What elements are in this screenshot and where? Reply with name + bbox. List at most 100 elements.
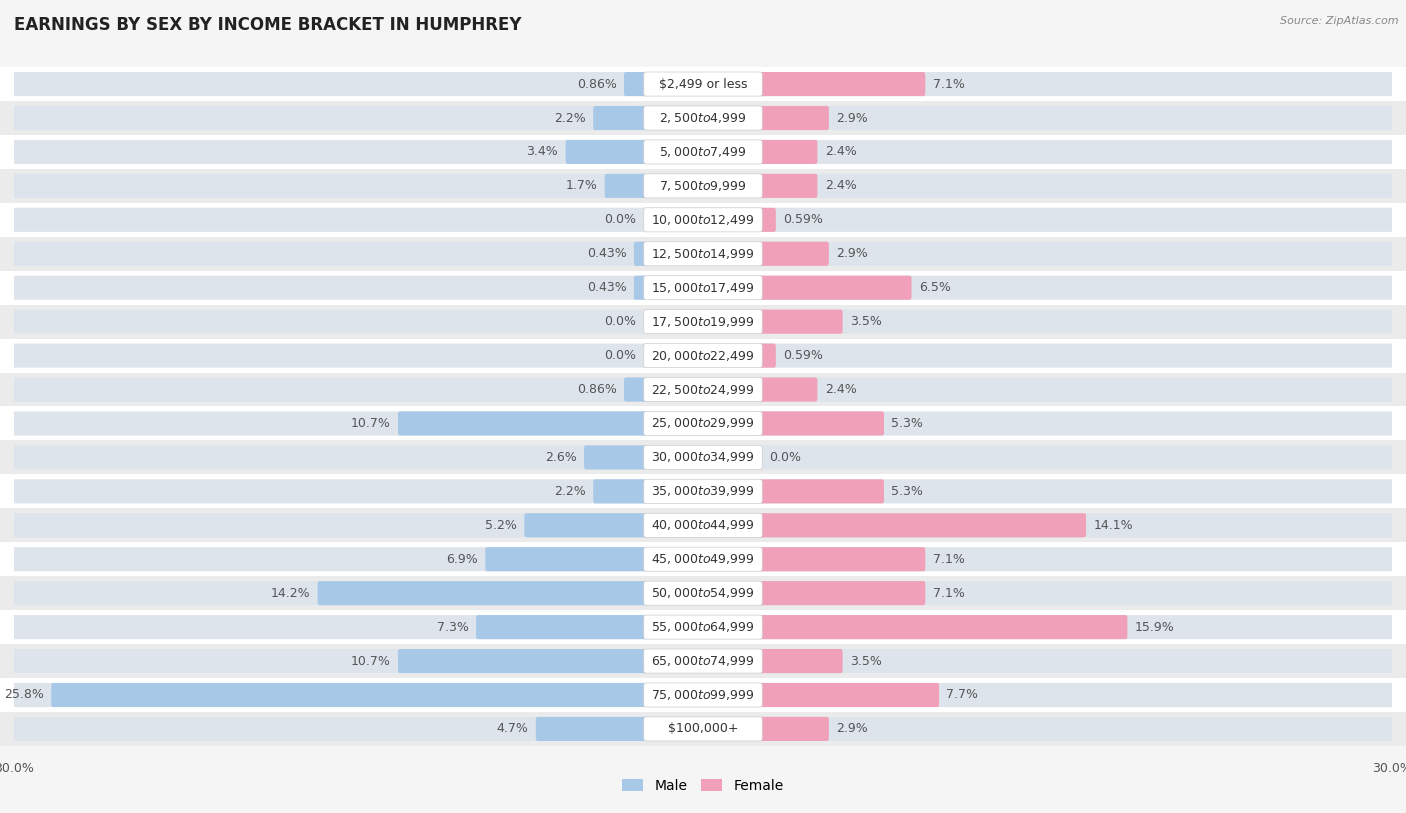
Text: 4.7%: 4.7% [496,723,529,736]
FancyBboxPatch shape [13,310,647,333]
FancyBboxPatch shape [644,547,762,572]
Text: $17,500 to $19,999: $17,500 to $19,999 [651,315,755,328]
FancyBboxPatch shape [759,208,1393,232]
FancyBboxPatch shape [13,106,647,130]
FancyBboxPatch shape [644,683,762,707]
FancyBboxPatch shape [644,446,762,469]
Text: Source: ZipAtlas.com: Source: ZipAtlas.com [1281,16,1399,26]
FancyBboxPatch shape [644,581,762,605]
FancyBboxPatch shape [13,547,647,572]
Text: $30,000 to $34,999: $30,000 to $34,999 [651,450,755,464]
FancyBboxPatch shape [759,310,842,333]
FancyBboxPatch shape [759,615,1128,639]
FancyBboxPatch shape [644,140,762,164]
Text: 10.7%: 10.7% [352,654,391,667]
FancyBboxPatch shape [759,276,1393,300]
FancyBboxPatch shape [759,649,842,673]
FancyBboxPatch shape [13,411,647,436]
FancyBboxPatch shape [759,140,817,164]
Bar [0,135,1406,169]
Text: 5.2%: 5.2% [485,519,517,532]
Bar [0,406,1406,441]
Bar [0,372,1406,406]
Text: 1.7%: 1.7% [565,180,598,193]
FancyBboxPatch shape [759,241,1393,266]
Text: $10,000 to $12,499: $10,000 to $12,499 [651,213,755,227]
FancyBboxPatch shape [759,480,884,503]
FancyBboxPatch shape [13,344,647,367]
FancyBboxPatch shape [759,106,830,130]
FancyBboxPatch shape [398,649,647,673]
Text: 0.0%: 0.0% [605,213,637,226]
FancyBboxPatch shape [759,649,1393,673]
Text: $12,500 to $14,999: $12,500 to $14,999 [651,247,755,261]
Text: 15.9%: 15.9% [1135,620,1174,633]
FancyBboxPatch shape [644,649,762,673]
FancyBboxPatch shape [759,411,1393,436]
FancyBboxPatch shape [398,411,647,436]
FancyBboxPatch shape [13,174,647,198]
FancyBboxPatch shape [644,241,762,266]
FancyBboxPatch shape [13,72,647,96]
FancyBboxPatch shape [759,106,1393,130]
FancyBboxPatch shape [759,581,1393,605]
Text: 0.0%: 0.0% [605,349,637,362]
Bar [0,203,1406,237]
FancyBboxPatch shape [13,208,647,232]
FancyBboxPatch shape [644,106,762,130]
FancyBboxPatch shape [13,140,647,164]
Bar [0,169,1406,203]
Bar [0,542,1406,576]
FancyBboxPatch shape [759,547,925,572]
Text: $7,500 to $9,999: $7,500 to $9,999 [659,179,747,193]
Text: 10.7%: 10.7% [352,417,391,430]
FancyBboxPatch shape [759,480,1393,503]
Text: 0.0%: 0.0% [769,451,801,464]
Text: EARNINGS BY SEX BY INCOME BRACKET IN HUMPHREY: EARNINGS BY SEX BY INCOME BRACKET IN HUM… [14,16,522,34]
Text: $25,000 to $29,999: $25,000 to $29,999 [651,416,755,430]
FancyBboxPatch shape [759,310,1393,333]
FancyBboxPatch shape [759,174,817,198]
Text: $2,499 or less: $2,499 or less [659,77,747,90]
Text: 0.59%: 0.59% [783,349,823,362]
Text: 3.5%: 3.5% [851,654,882,667]
Text: 0.59%: 0.59% [783,213,823,226]
Text: $45,000 to $49,999: $45,000 to $49,999 [651,552,755,566]
FancyBboxPatch shape [565,140,647,164]
Text: 2.4%: 2.4% [825,146,856,159]
FancyBboxPatch shape [644,310,762,333]
Text: 7.3%: 7.3% [437,620,468,633]
FancyBboxPatch shape [644,513,762,537]
FancyBboxPatch shape [644,615,762,639]
Text: $22,500 to $24,999: $22,500 to $24,999 [651,383,755,397]
Bar [0,508,1406,542]
FancyBboxPatch shape [644,72,762,96]
FancyBboxPatch shape [624,72,647,96]
Text: 2.4%: 2.4% [825,383,856,396]
FancyBboxPatch shape [759,717,1393,741]
Text: $50,000 to $54,999: $50,000 to $54,999 [651,586,755,600]
Text: $15,000 to $17,499: $15,000 to $17,499 [651,280,755,294]
Text: $35,000 to $39,999: $35,000 to $39,999 [651,485,755,498]
FancyBboxPatch shape [13,480,647,503]
Text: 6.9%: 6.9% [446,553,478,566]
FancyBboxPatch shape [13,649,647,673]
Text: 7.1%: 7.1% [932,553,965,566]
FancyBboxPatch shape [759,615,1393,639]
Text: 5.3%: 5.3% [891,485,924,498]
Legend: Male, Female: Male, Female [617,773,789,798]
FancyBboxPatch shape [593,106,647,130]
Text: $2,500 to $4,999: $2,500 to $4,999 [659,111,747,125]
FancyBboxPatch shape [644,377,762,402]
Text: $20,000 to $22,499: $20,000 to $22,499 [651,349,755,363]
Bar [0,67,1406,101]
FancyBboxPatch shape [13,513,647,537]
FancyBboxPatch shape [477,615,647,639]
Text: 0.86%: 0.86% [576,383,617,396]
Bar [0,644,1406,678]
FancyBboxPatch shape [536,717,647,741]
FancyBboxPatch shape [634,276,647,300]
FancyBboxPatch shape [644,411,762,436]
FancyBboxPatch shape [759,513,1085,537]
FancyBboxPatch shape [759,513,1393,537]
